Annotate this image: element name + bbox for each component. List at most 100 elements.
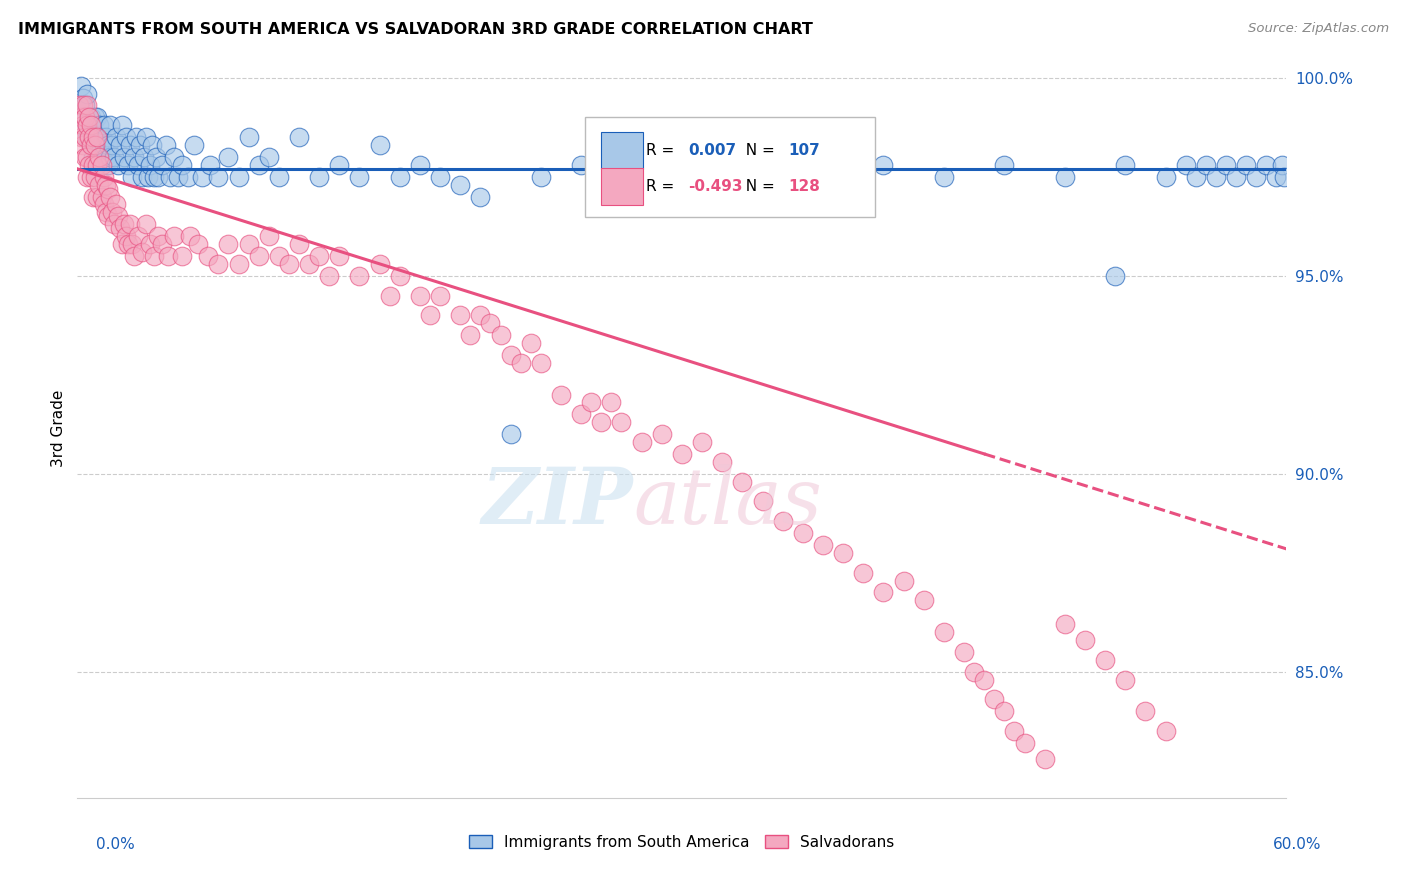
- Point: [228, 257, 250, 271]
- Point: [142, 169, 165, 184]
- Point: [610, 150, 633, 164]
- Point: [172, 249, 194, 263]
- Point: [278, 257, 301, 271]
- Point: [1215, 158, 1237, 172]
- Point: [932, 625, 955, 640]
- Point: [419, 309, 441, 323]
- Point: [993, 158, 1015, 172]
- Point: [429, 288, 451, 302]
- Point: [128, 138, 150, 153]
- Point: [108, 138, 131, 153]
- Point: [449, 178, 471, 192]
- Point: [79, 111, 101, 125]
- Point: [218, 237, 240, 252]
- Point: [963, 665, 986, 679]
- Point: [1033, 752, 1056, 766]
- Point: [409, 158, 432, 172]
- Point: [79, 111, 101, 125]
- Point: [449, 309, 471, 323]
- Point: [1185, 169, 1208, 184]
- Point: [93, 138, 115, 153]
- FancyBboxPatch shape: [600, 132, 643, 169]
- Point: [70, 111, 93, 125]
- Point: [122, 249, 145, 263]
- Point: [90, 189, 112, 203]
- Point: [96, 158, 118, 172]
- Point: [121, 169, 143, 184]
- Point: [1174, 158, 1197, 172]
- Text: 107: 107: [789, 143, 820, 158]
- Point: [80, 138, 103, 153]
- Point: [772, 514, 794, 528]
- Y-axis label: 3rd Grade: 3rd Grade: [51, 390, 66, 467]
- Point: [267, 249, 290, 263]
- Point: [114, 130, 136, 145]
- Point: [145, 150, 167, 164]
- Text: N =: N =: [737, 178, 780, 194]
- Point: [84, 138, 107, 153]
- Point: [429, 169, 451, 184]
- Point: [1074, 632, 1097, 647]
- Point: [530, 169, 553, 184]
- FancyBboxPatch shape: [600, 168, 643, 204]
- Point: [90, 150, 112, 164]
- Point: [207, 257, 229, 271]
- Text: R =: R =: [645, 143, 679, 158]
- Point: [1135, 704, 1157, 718]
- Point: [1205, 169, 1227, 184]
- Point: [489, 328, 512, 343]
- Point: [832, 546, 855, 560]
- Point: [1004, 724, 1026, 739]
- Point: [80, 138, 103, 153]
- Point: [76, 98, 98, 112]
- Text: R =: R =: [645, 178, 679, 194]
- Point: [96, 181, 118, 195]
- Point: [973, 673, 995, 687]
- Point: [76, 130, 98, 145]
- Point: [94, 178, 117, 192]
- Point: [499, 427, 522, 442]
- Point: [72, 118, 94, 132]
- Point: [146, 169, 169, 184]
- Point: [1234, 158, 1257, 172]
- Point: [98, 118, 121, 132]
- Point: [200, 158, 222, 172]
- Point: [1274, 169, 1296, 184]
- Point: [520, 336, 543, 351]
- Point: [131, 244, 153, 259]
- Point: [142, 249, 165, 263]
- Point: [197, 249, 219, 263]
- Point: [872, 585, 894, 599]
- Point: [84, 111, 107, 125]
- Point: [107, 158, 129, 172]
- Point: [349, 268, 371, 283]
- Point: [288, 237, 311, 252]
- Point: [112, 150, 135, 164]
- Point: [90, 130, 112, 145]
- Point: [103, 150, 125, 164]
- Text: -0.493: -0.493: [688, 178, 742, 194]
- Point: [67, 98, 90, 112]
- Point: [139, 158, 162, 172]
- Point: [117, 158, 139, 172]
- Point: [70, 130, 93, 145]
- Point: [79, 158, 101, 172]
- Point: [711, 158, 734, 172]
- Point: [100, 138, 122, 153]
- Point: [671, 169, 693, 184]
- Point: [136, 169, 159, 184]
- Point: [114, 229, 136, 244]
- Point: [179, 229, 201, 244]
- Point: [98, 189, 121, 203]
- Point: [183, 138, 205, 153]
- Point: [1246, 169, 1268, 184]
- Point: [207, 169, 229, 184]
- Point: [118, 217, 141, 231]
- Point: [751, 494, 773, 508]
- Text: 0.007: 0.007: [688, 143, 737, 158]
- Point: [135, 217, 157, 231]
- Point: [308, 249, 330, 263]
- Point: [1154, 169, 1177, 184]
- Text: atlas: atlas: [634, 464, 823, 541]
- Point: [108, 221, 131, 235]
